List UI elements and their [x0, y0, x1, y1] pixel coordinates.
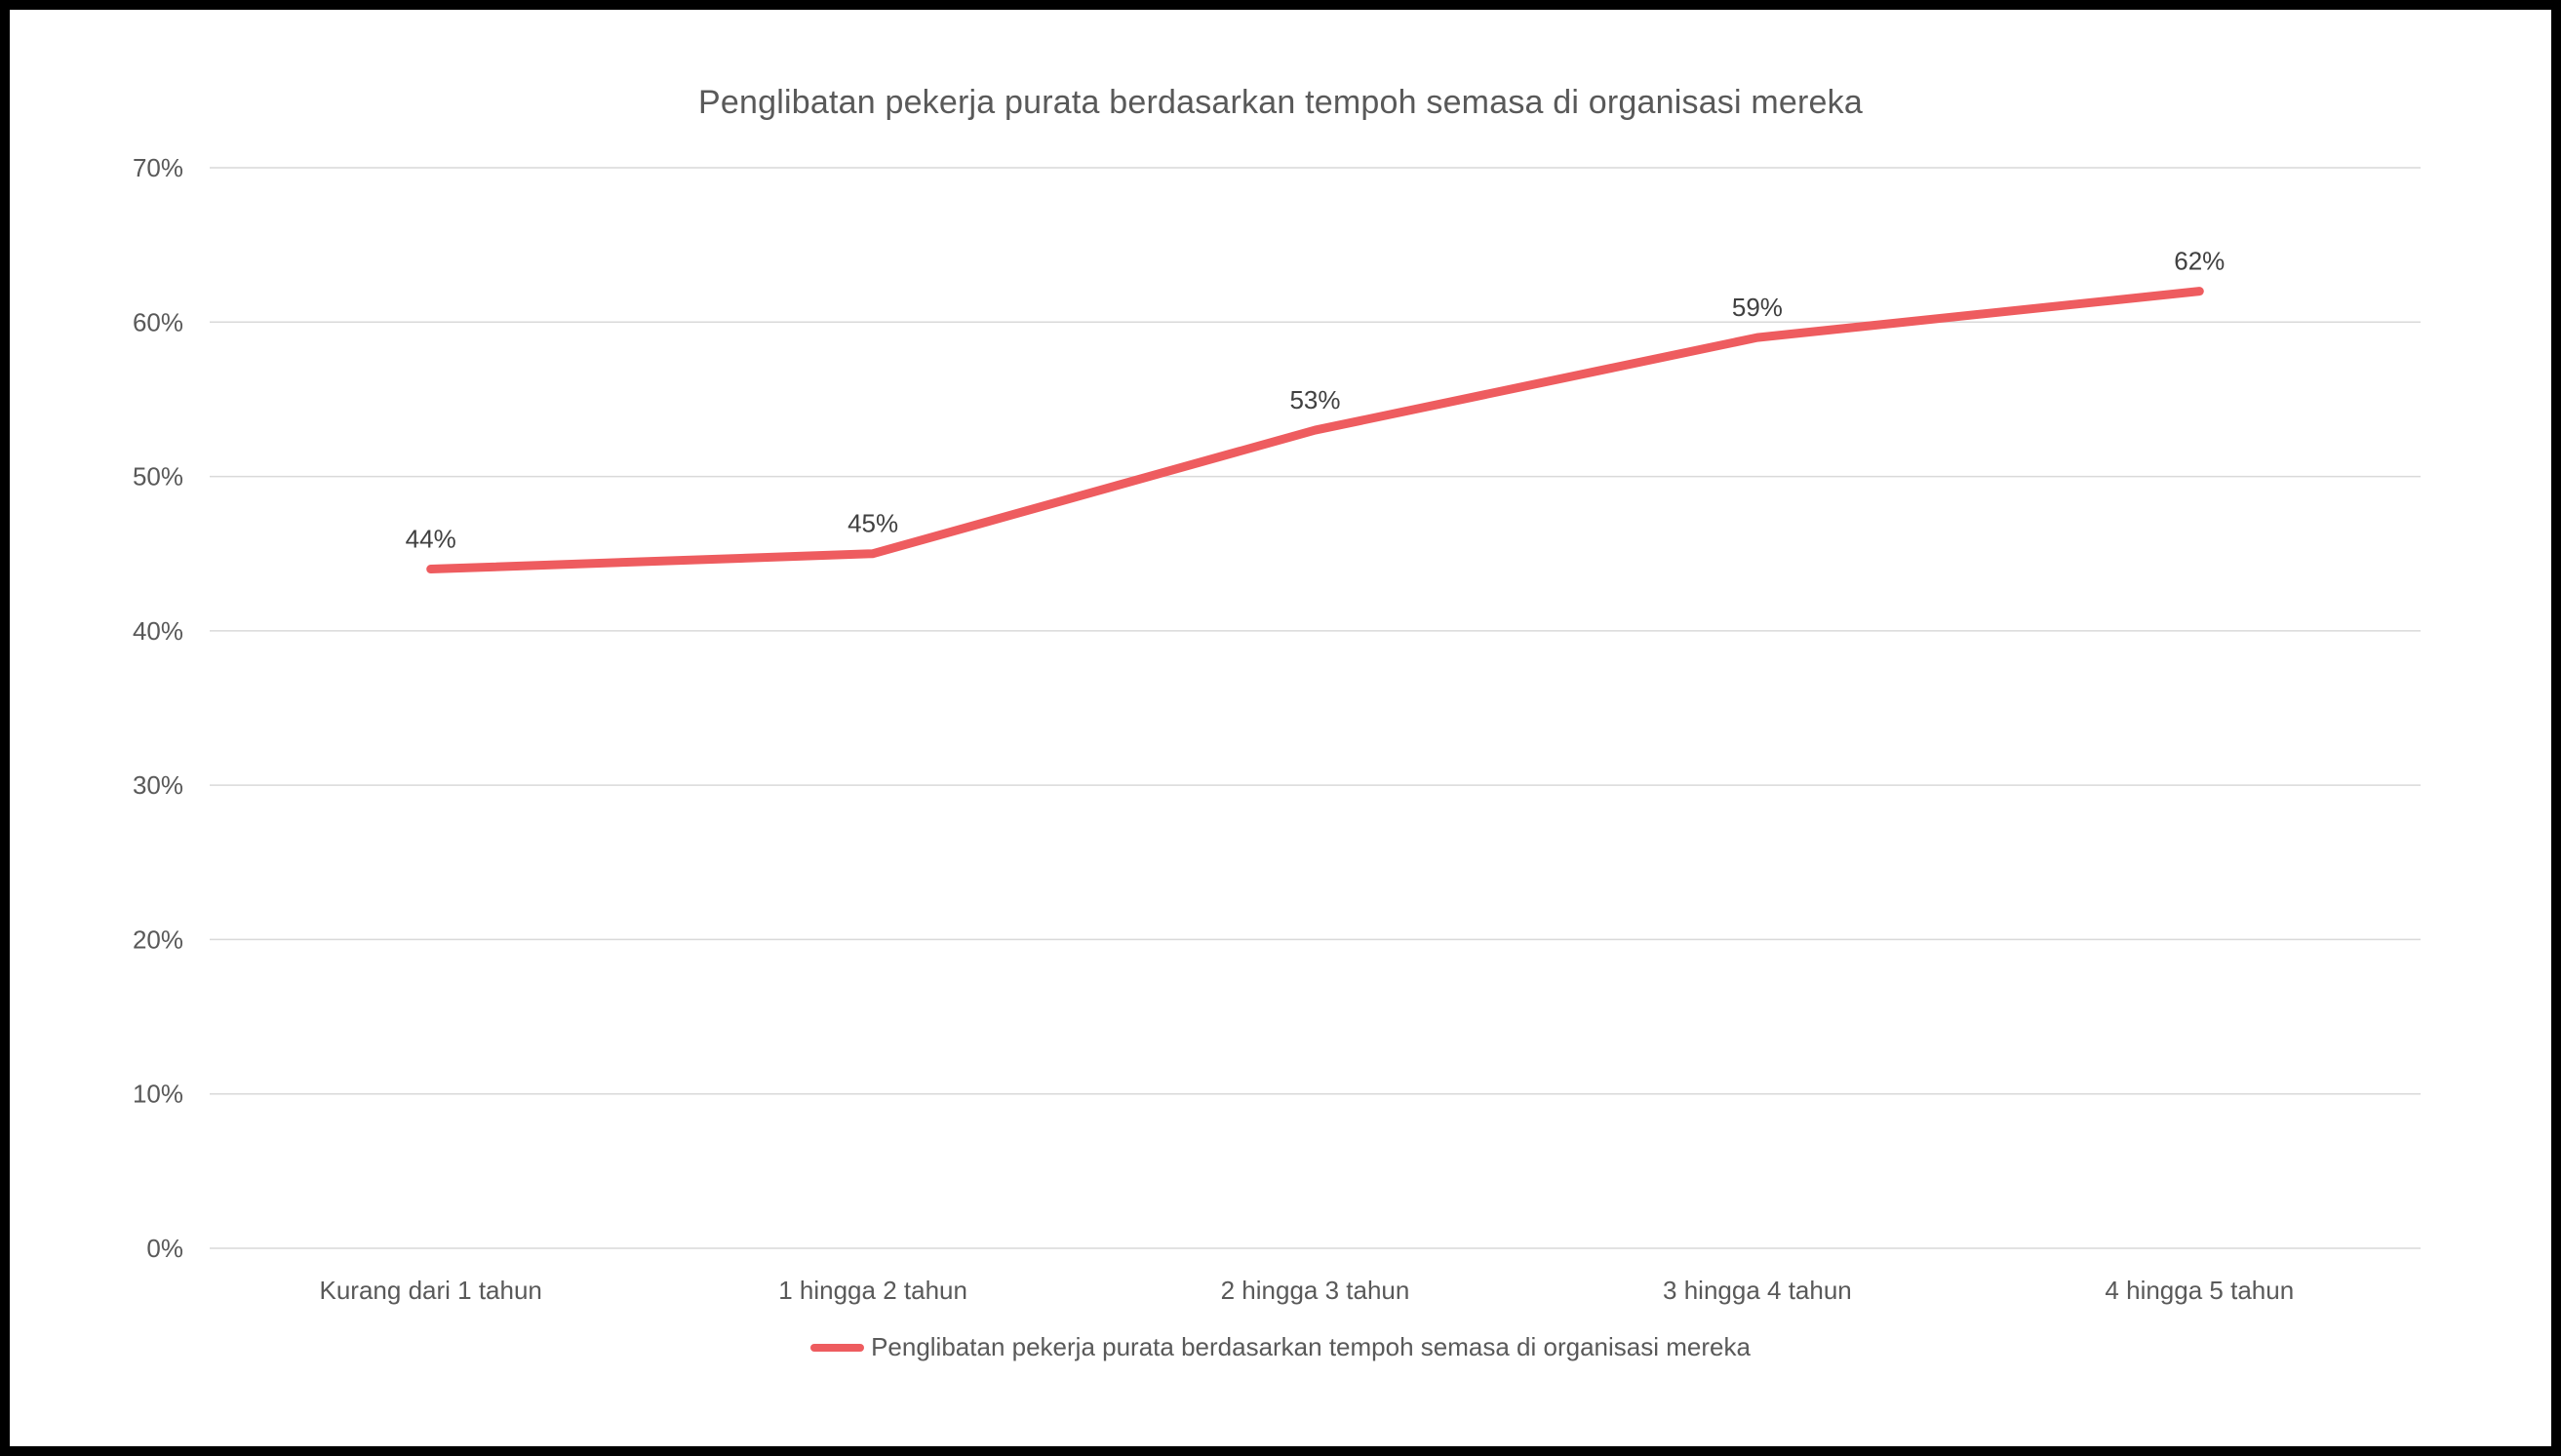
- legend-line-marker-icon: [810, 1343, 865, 1352]
- x-axis-category-label: 2 hingga 3 tahun: [1221, 1276, 1410, 1305]
- series-line: [426, 287, 2204, 574]
- y-axis-tick-label: 10%: [133, 1080, 183, 1109]
- line-chart-plot-area: 0% 10% 20% 30% 40% 50% 60% 70% Kurang dari 1 tah…: [133, 153, 2421, 1305]
- y-axis-tick-label: 60%: [133, 307, 183, 336]
- x-axis-category-label: 3 hingga 4 tahun: [1663, 1276, 1852, 1305]
- x-axis-category-label: Kurang dari 1 tahun: [320, 1276, 542, 1305]
- data-point-label: 45%: [847, 509, 898, 538]
- x-axis-category-label: 4 hingga 5 tahun: [2105, 1276, 2294, 1305]
- y-axis-tick-label: 30%: [133, 770, 183, 800]
- legend: Penglibatan pekerja purata berdasarkan t…: [10, 1332, 2551, 1362]
- chart-title: Penglibatan pekerja purata berdasarkan t…: [698, 84, 1863, 121]
- data-point-label: 59%: [1732, 293, 1783, 322]
- legend-label: Penglibatan pekerja purata berdasarkan t…: [871, 1332, 1751, 1361]
- y-axis-tick-label: 50%: [133, 462, 183, 492]
- y-axis-tick-label: 40%: [133, 616, 183, 646]
- y-axis-tick-label: 0%: [146, 1234, 183, 1263]
- data-point-label: 44%: [406, 525, 456, 554]
- y-axis-tick-label: 70%: [133, 153, 183, 182]
- data-point-label: 53%: [1289, 385, 1340, 414]
- data-point-label: 62%: [2174, 247, 2225, 276]
- y-axis-tick-label: 20%: [133, 925, 183, 954]
- x-axis-category-label: 1 hingga 2 tahun: [778, 1276, 967, 1305]
